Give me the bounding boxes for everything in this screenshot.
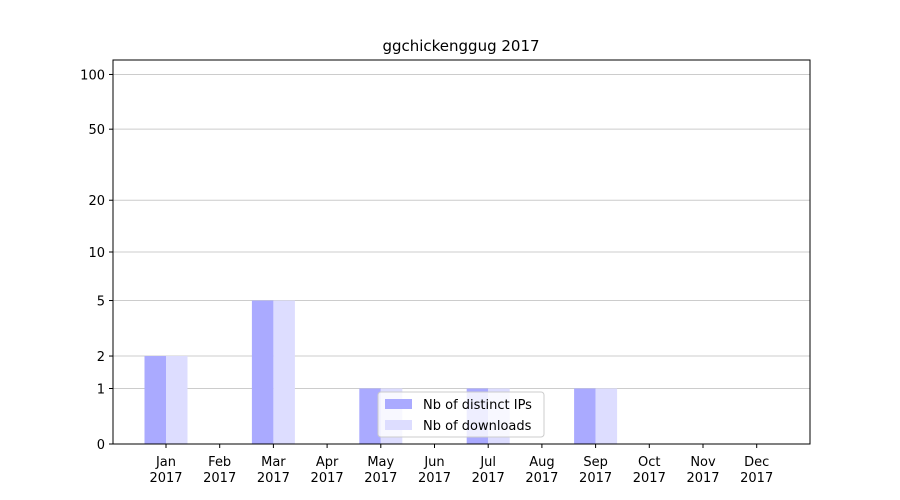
x-tick-label: Dec 2017 — [740, 455, 773, 486]
legend-swatch — [385, 420, 412, 430]
x-tick-label: May 2017 — [364, 455, 397, 486]
y-tick-label: 1 — [97, 382, 105, 397]
x-tick-label: Jun 2017 — [418, 455, 451, 486]
x-tick-label: Oct 2017 — [633, 455, 666, 486]
y-tick-label: 2 — [97, 350, 105, 365]
legend-box — [377, 391, 545, 438]
y-tick-label: 100 — [80, 68, 105, 83]
y-tick-label: 50 — [88, 123, 105, 138]
bar — [273, 300, 295, 444]
chart-title: ggchickenggug 2017 — [382, 37, 539, 55]
bar — [574, 388, 596, 444]
bar — [359, 388, 381, 444]
x-tick-label: Mar 2017 — [257, 455, 290, 486]
legend-swatch — [385, 399, 412, 409]
x-tick-label: Jul 2017 — [472, 455, 505, 486]
legend-label: Nb of distinct IPs — [423, 398, 532, 413]
legend-label: Nb of downloads — [423, 419, 532, 434]
x-tick-label: Nov 2017 — [686, 455, 719, 486]
x-tick-label: Aug 2017 — [525, 455, 558, 486]
bar — [595, 388, 618, 444]
x-tick-label: Jan 2017 — [149, 455, 182, 486]
x-tick-label: Sep 2017 — [579, 455, 612, 486]
y-tick-label: 10 — [88, 246, 105, 261]
plot-frame — [112, 59, 811, 445]
x-tick-label: Apr 2017 — [311, 455, 344, 486]
y-tick-label: 5 — [97, 295, 105, 310]
bar — [144, 356, 166, 444]
bar — [251, 300, 274, 444]
x-tick-label: Feb 2017 — [203, 455, 236, 486]
y-tick-label: 0 — [97, 438, 105, 453]
y-tick-label: 20 — [88, 194, 105, 209]
bar — [166, 356, 188, 444]
